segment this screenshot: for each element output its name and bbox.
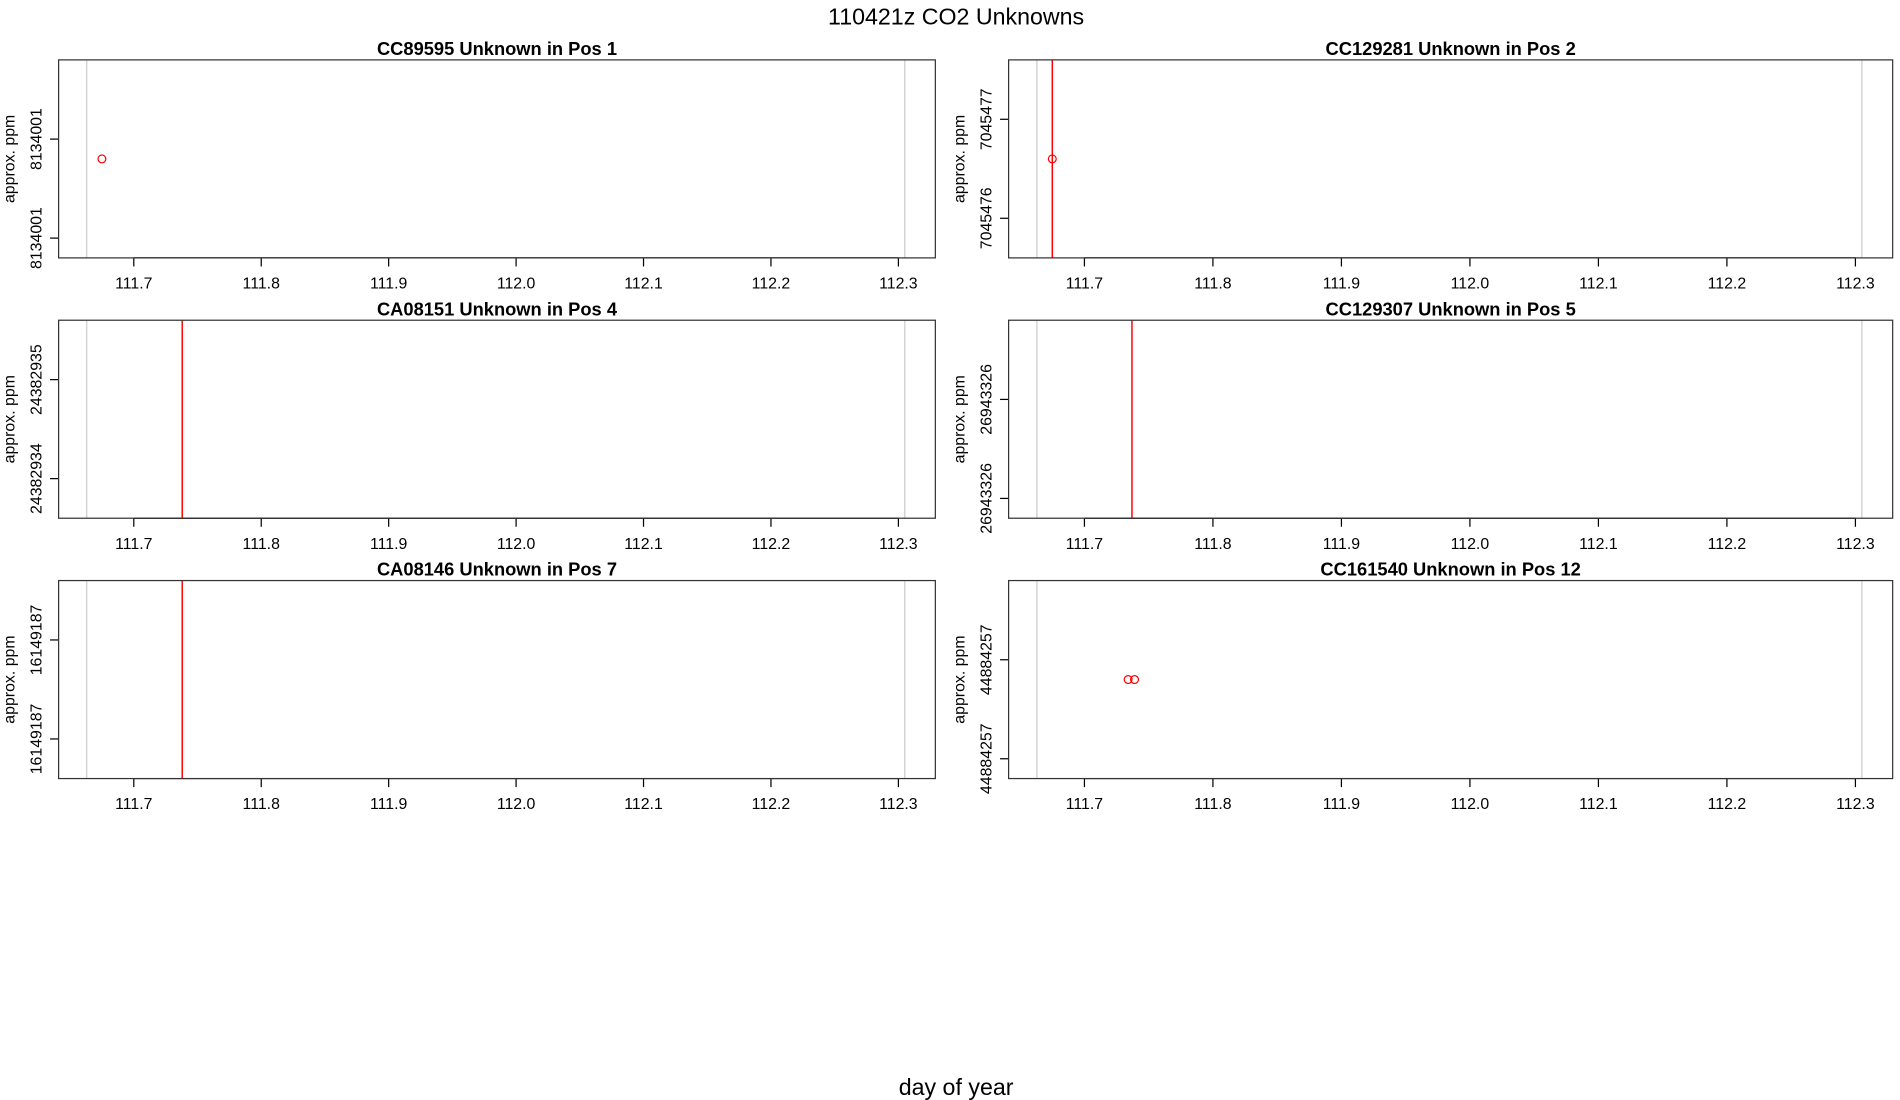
y-tick-label: 24382934 — [29, 443, 46, 514]
y-tick-label: 8134001 — [29, 207, 46, 269]
y-axis-label: approx. ppm — [952, 375, 969, 463]
x-tick-label: 111.9 — [1323, 796, 1361, 813]
point — [1123, 675, 1133, 685]
y-tick-label: 8134001 — [29, 108, 46, 170]
panel: CC129281 Unknown in Pos 2 approx. ppm 111.… — [952, 38, 1894, 292]
y-tick-label: 26943326 — [979, 364, 996, 435]
x-tick-label: 112.1 — [1579, 536, 1618, 553]
x-tick-label: 112.2 — [1708, 536, 1747, 553]
panel: CC161540 Unknown in Pos 12 approx. ppm 111… — [952, 559, 1894, 813]
y-tick-label: 7045476 — [979, 187, 996, 249]
x-tick-label: 112.3 — [1836, 796, 1875, 813]
x-tick-label: 112.1 — [624, 536, 663, 553]
x-tick-label: 111.8 — [243, 536, 281, 553]
point — [1047, 154, 1057, 164]
y-tick-label: 24382935 — [29, 344, 46, 415]
point — [1130, 675, 1140, 685]
x-tick-label: 111.9 — [370, 536, 408, 553]
x-tick-label: 111.9 — [370, 275, 408, 292]
panel-title: CA08151 Unknown in Pos 4 — [377, 298, 618, 319]
panel: CC129307 Unknown in Pos 5 approx. ppm 111.… — [952, 298, 1894, 553]
x-tick-label: 112.2 — [752, 275, 791, 292]
plot-frame — [1008, 319, 1894, 519]
plot-frame — [58, 59, 936, 259]
x-tick-label: 112.1 — [1579, 275, 1618, 292]
panel-title: CA08146 Unknown in Pos 7 — [377, 559, 617, 580]
x-tick-label: 112.2 — [752, 796, 791, 813]
x-tick-label: 111.8 — [1194, 275, 1232, 292]
x-tick-label: 112.0 — [497, 275, 536, 292]
x-tick-label: 111.8 — [243, 275, 281, 292]
x-tick-label: 111.7 — [115, 275, 153, 292]
x-tick-label: 111.7 — [115, 796, 153, 813]
point — [97, 154, 107, 164]
x-tick-label: 112.3 — [879, 275, 918, 292]
x-tick-label: 112.2 — [1708, 796, 1747, 813]
panel-title: CC129281 Unknown in Pos 2 — [1326, 38, 1576, 59]
x-tick-label: 111.8 — [243, 796, 281, 813]
panel-title: CC89595 Unknown in Pos 1 — [377, 38, 617, 59]
x-tick-label: 112.3 — [1836, 536, 1875, 553]
y-axis-label: approx. ppm — [2, 635, 19, 723]
x-tick-label: 111.9 — [1323, 536, 1361, 553]
x-tick-label: 112.1 — [624, 796, 663, 813]
x-tick-label: 111.7 — [115, 536, 153, 553]
x-tick-label: 111.9 — [1323, 275, 1361, 292]
x-tick-label: 111.7 — [1066, 536, 1104, 553]
y-tick-label: 7045477 — [979, 88, 996, 150]
y-axis-label: approx. ppm — [2, 375, 19, 463]
panel-title: CC161540 Unknown in Pos 12 — [1320, 559, 1580, 580]
y-axis-label: approx. ppm — [2, 115, 19, 203]
y-axis-label: approx. ppm — [952, 115, 969, 203]
plot-frame — [1008, 59, 1894, 259]
x-tick-label: 112.3 — [879, 536, 918, 553]
x-tick-label: 112.3 — [1836, 275, 1875, 292]
figure-title: 110421z CO2 Unknowns — [828, 3, 1084, 29]
x-tick-label: 112.0 — [1451, 536, 1490, 553]
y-tick-label: 26943326 — [979, 463, 996, 534]
x-tick-label: 111.8 — [1194, 536, 1232, 553]
x-tick-label: 112.0 — [497, 796, 536, 813]
y-axis-label: approx. ppm — [952, 635, 969, 723]
x-tick-label: 111.9 — [370, 796, 408, 813]
plot-frame — [1008, 579, 1894, 780]
y-tick-label: 44884257 — [979, 723, 996, 794]
panel-title: CC129307 Unknown in Pos 5 — [1326, 298, 1576, 319]
x-tick-label: 111.7 — [1066, 796, 1104, 813]
y-tick-label: 44884257 — [979, 624, 996, 695]
x-tick-label: 112.0 — [1451, 796, 1490, 813]
x-tick-label: 111.8 — [1194, 796, 1232, 813]
x-tick-label: 112.3 — [879, 796, 918, 813]
panel: CA08151 Unknown in Pos 4 approx. ppm 111.7… — [2, 298, 936, 553]
y-tick-label: 16149187 — [29, 604, 46, 675]
x-tick-label: 112.2 — [1708, 275, 1747, 292]
x-tick-label: 112.0 — [1451, 275, 1490, 292]
x-axis-label: day of year — [899, 1074, 1014, 1100]
y-tick-label: 16149187 — [29, 703, 46, 774]
panel: CA08146 Unknown in Pos 7 approx. ppm 111.7… — [2, 559, 936, 813]
x-tick-label: 112.2 — [752, 536, 791, 553]
x-tick-label: 112.1 — [624, 275, 663, 292]
x-tick-label: 112.1 — [1579, 796, 1618, 813]
panel: CC89595 Unknown in Pos 1 approx. ppm 111.7… — [2, 38, 936, 292]
x-tick-label: 112.0 — [497, 536, 536, 553]
plot-frame — [58, 579, 936, 780]
plot-frame — [58, 319, 936, 519]
x-tick-label: 111.7 — [1066, 275, 1104, 292]
